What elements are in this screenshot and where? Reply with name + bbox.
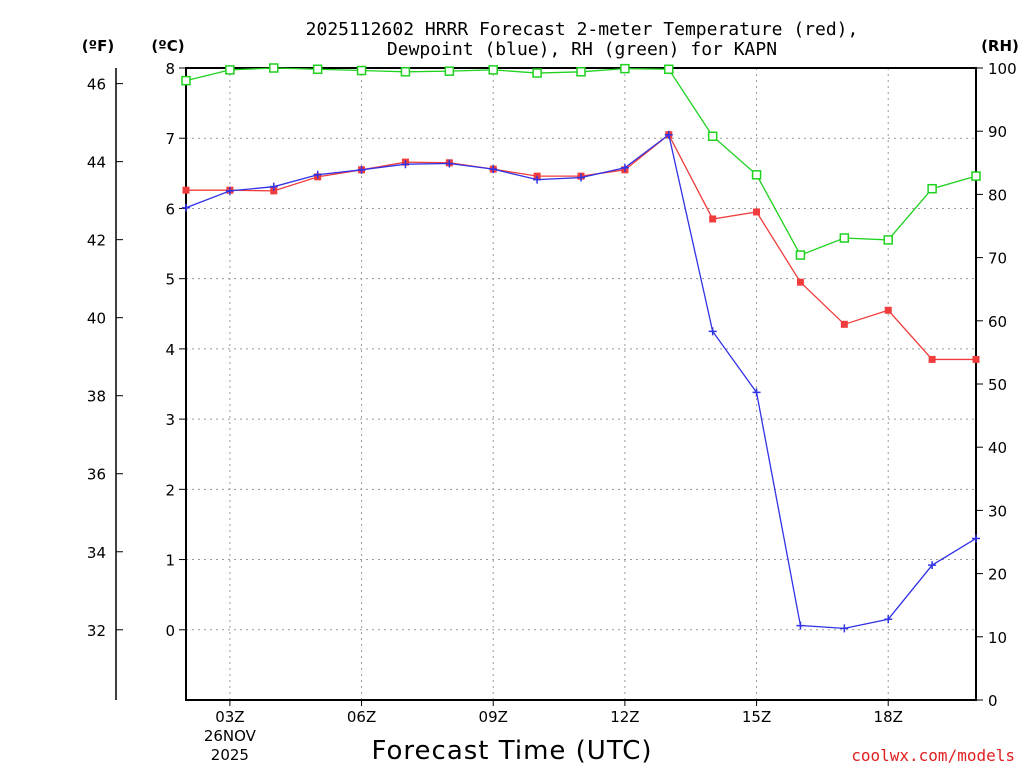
temperature-point: [884, 306, 892, 314]
dewpoint-point: [664, 130, 673, 139]
temperature-point: [709, 215, 717, 223]
dewpoint-point: [620, 163, 629, 172]
temperature-point: [753, 208, 761, 216]
fahrenheit-tick-label: 44: [87, 154, 106, 172]
rh-point: [883, 235, 893, 245]
rh-point: [751, 170, 762, 180]
celsius-tick-label: 1: [165, 552, 175, 570]
rh-tick-label: 50: [988, 376, 1007, 394]
rh-tick-label: 60: [988, 313, 1007, 331]
celsius-tick-label: 2: [165, 481, 175, 499]
rh-point: [444, 66, 455, 76]
x-axis-title: Forecast Time (UTC): [371, 736, 652, 766]
celsius-tick-label: 5: [165, 271, 175, 289]
dewpoint-point: [928, 561, 937, 570]
rh-point: [356, 65, 367, 76]
fahrenheit-unit-label: (ºF): [82, 37, 114, 55]
rh-tick-label: 0: [988, 692, 998, 710]
dewpoint-point: [752, 388, 761, 397]
dewpoint-point: [445, 159, 454, 168]
rh-tick-label: 100: [988, 60, 1017, 78]
rh-point: [664, 64, 674, 75]
fahrenheit-tick-label: 38: [87, 388, 106, 406]
x-tick-label: 12Z: [610, 708, 639, 726]
rh-point: [312, 64, 323, 75]
rh-point: [927, 183, 937, 194]
dewpoint-point: [533, 175, 542, 184]
rh-tick-label: 10: [988, 629, 1007, 647]
dewpoint-point: [708, 327, 717, 336]
dewpoint-point: [225, 186, 234, 195]
dewpoint-point: [577, 173, 585, 182]
dewpoint-point: [313, 170, 322, 179]
temperature-point: [796, 278, 804, 286]
dewpoint-point: [489, 165, 498, 174]
x-tick-year: 2025: [211, 746, 249, 764]
fahrenheit-tick-label: 32: [87, 622, 106, 640]
celsius-tick-label: 6: [165, 200, 175, 218]
celsius-tick-label: 7: [165, 130, 175, 148]
temperature-point: [840, 320, 848, 328]
dewpoint-point: [269, 182, 278, 191]
temperature-point: [928, 355, 936, 363]
data-series: [181, 63, 981, 633]
fahrenheit-tick-label: 40: [87, 310, 106, 328]
temperature-point: [270, 187, 278, 195]
temperature-point: [182, 186, 190, 194]
rh-point: [707, 131, 718, 142]
rh-line: [185, 67, 977, 256]
rh-tick-label: 70: [988, 250, 1007, 268]
dewpoint-point: [884, 615, 893, 624]
x-tick-label: 03Z: [215, 708, 244, 726]
rh-point: [971, 171, 981, 181]
x-tick-label: 06Z: [347, 708, 376, 726]
dewpoint-point: [972, 534, 980, 543]
fahrenheit-tick-label: 36: [87, 466, 106, 484]
fahrenheit-tick-label: 46: [87, 76, 106, 94]
dewpoint-point: [796, 621, 805, 630]
rh-unit-label: (RH): [981, 37, 1019, 55]
rh-point: [620, 63, 630, 74]
temperature-line: [186, 133, 976, 361]
rh-point: [839, 233, 850, 243]
dewpoint-point: [840, 624, 849, 633]
rh-tick-label: 30: [988, 502, 1007, 520]
celsius-tick-label: 0: [165, 622, 175, 640]
x-tick-label: 18Z: [874, 708, 903, 726]
rh-point: [576, 67, 586, 77]
celsius-unit-label: (ºC): [151, 37, 184, 55]
x-tick-label: 15Z: [742, 708, 771, 726]
x-tick-label: 09Z: [479, 708, 508, 726]
dewpoint-point: [401, 160, 410, 169]
plot-frame: [185, 67, 977, 701]
chart-title-line-2: Dewpoint (blue), RH (green) for KAPN: [387, 39, 777, 60]
dewpoint-point: [182, 203, 190, 212]
rh-tick-label: 40: [988, 439, 1007, 457]
rh-point: [269, 63, 279, 73]
rh-point: [488, 65, 498, 75]
rh-point: [795, 250, 806, 260]
dewpoint-line: [185, 133, 977, 630]
rh-tick-label: 80: [988, 186, 1007, 204]
fahrenheit-tick-label: 42: [87, 232, 106, 250]
celsius-tick-label: 8: [165, 60, 175, 78]
x-tick-date: 26NOV: [204, 727, 257, 745]
site-credit: coolwx.com/models: [851, 746, 1015, 765]
rh-point: [181, 75, 191, 86]
rh-point: [400, 67, 411, 77]
rh-tick-label: 20: [988, 566, 1007, 584]
rh-tick-label: 90: [988, 123, 1007, 141]
temperature-point: [972, 355, 980, 363]
rh-point: [225, 65, 235, 75]
celsius-tick-label: 3: [165, 411, 175, 429]
dewpoint-point: [357, 165, 366, 174]
rh-point: [532, 68, 542, 78]
gridlines: [186, 67, 976, 700]
celsius-tick-label: 4: [165, 341, 175, 359]
chart-title-line-1: 2025112602 HRRR Forecast 2-meter Tempera…: [306, 19, 859, 40]
fahrenheit-tick-label: 34: [87, 544, 106, 562]
